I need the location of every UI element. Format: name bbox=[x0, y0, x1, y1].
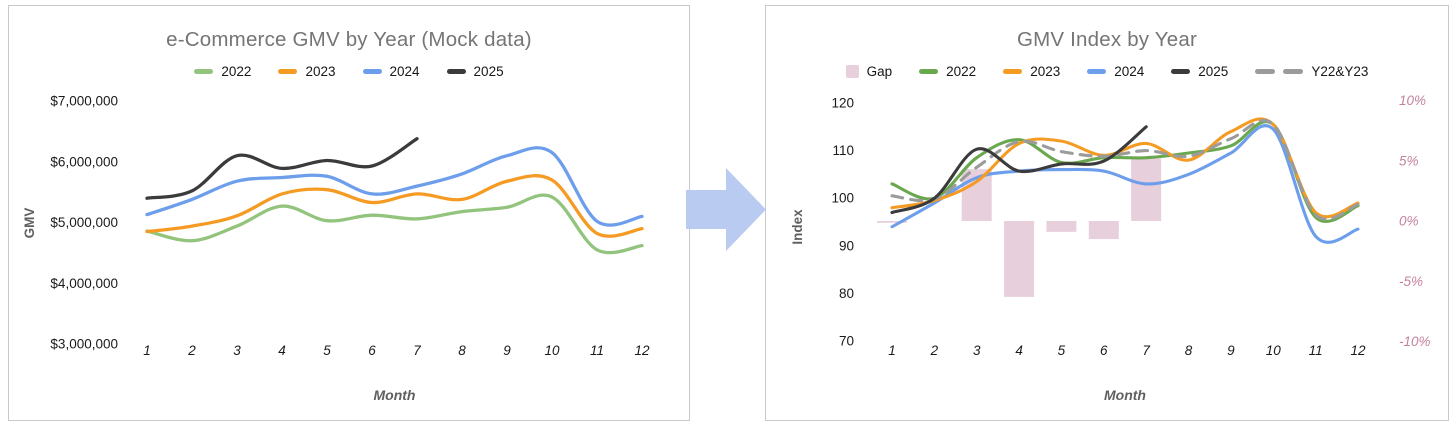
legend-item-2023: 2023 bbox=[278, 64, 336, 79]
x-axis-tick: 2 bbox=[930, 343, 939, 358]
legend-swatch-icon bbox=[1171, 69, 1191, 74]
legend-item-2023: 2023 bbox=[1003, 64, 1060, 79]
x-axis-tick: 12 bbox=[1350, 343, 1366, 358]
legend-label: Y22&Y23 bbox=[1311, 64, 1369, 79]
x-axis-tick: 3 bbox=[233, 343, 241, 358]
x-axis-tick: 12 bbox=[634, 343, 650, 358]
x-axis-tick: 11 bbox=[590, 343, 604, 358]
x-axis-title: Month bbox=[374, 387, 416, 403]
x-axis-title: Month bbox=[1104, 387, 1146, 403]
x-axis-tick: 5 bbox=[323, 343, 331, 358]
y2-axis-tick: 10% bbox=[1399, 93, 1426, 108]
y-axis-tick: 90 bbox=[839, 238, 854, 253]
x-axis-tick: 2 bbox=[187, 343, 196, 358]
series-line-2025 bbox=[145, 137, 419, 200]
series-line-y22-y23 bbox=[890, 118, 1360, 221]
legend-swatch-icon bbox=[278, 69, 298, 74]
y-axis-tick: $7,000,000 bbox=[50, 94, 118, 109]
x-axis-tick: 9 bbox=[503, 343, 511, 358]
index-chart-legend: Gap 2022 2023 2024 2025 Y22&Y23 bbox=[766, 64, 1448, 79]
y-axis-tick: 80 bbox=[839, 286, 854, 301]
legend-swatch-icon bbox=[1255, 69, 1304, 74]
legend-swatch-icon bbox=[845, 65, 859, 78]
x-axis-tick: 3 bbox=[973, 343, 981, 358]
series-line-2024 bbox=[145, 146, 644, 227]
x-axis-tick: 1 bbox=[888, 343, 896, 358]
x-axis-tick: 8 bbox=[1185, 343, 1193, 358]
x-axis-tick: 8 bbox=[458, 343, 466, 358]
y2-axis-tick: 0% bbox=[1399, 214, 1419, 229]
x-axis-tick: 9 bbox=[1227, 343, 1235, 358]
x-axis-tick: 5 bbox=[1058, 343, 1066, 358]
legend-swatch-icon bbox=[362, 69, 382, 74]
x-axis-tick: 11 bbox=[1309, 343, 1323, 358]
y-axis-title: GMV bbox=[22, 208, 37, 239]
legend-item-2022: 2022 bbox=[919, 64, 976, 79]
x-axis-tick: 4 bbox=[1015, 343, 1023, 358]
legend-label: 2022 bbox=[946, 64, 977, 79]
y-axis-tick: $6,000,000 bbox=[50, 154, 118, 169]
y2-axis-tick: 5% bbox=[1399, 153, 1419, 168]
legend-label: 2025 bbox=[473, 64, 504, 79]
y2-axis-tick: -5% bbox=[1399, 274, 1423, 289]
series-line-2022 bbox=[145, 193, 644, 255]
gap-bar bbox=[1004, 221, 1035, 297]
legend-item-y22-y23: Y22&Y23 bbox=[1255, 64, 1368, 79]
series-line-2025 bbox=[890, 125, 1148, 215]
legend-item-2022: 2022 bbox=[194, 64, 251, 79]
legend-item-2024: 2024 bbox=[1087, 64, 1144, 79]
y-axis-tick: $3,000,000 bbox=[50, 337, 118, 352]
index-chart-title: GMV Index by Year bbox=[1016, 28, 1198, 51]
gap-bar bbox=[1088, 221, 1119, 240]
gap-bar bbox=[1131, 158, 1162, 221]
legend-label: 2025 bbox=[1198, 64, 1229, 79]
legend-swatch-icon bbox=[194, 69, 214, 74]
x-axis-tick: 4 bbox=[278, 343, 286, 358]
legend-item-2024: 2024 bbox=[362, 64, 420, 79]
y-axis-tick: 100 bbox=[831, 191, 854, 206]
legend-swatch-icon bbox=[919, 69, 939, 74]
x-axis-tick: 6 bbox=[368, 343, 376, 358]
legend-label: Gap bbox=[866, 64, 893, 79]
y-axis-tick: 120 bbox=[831, 96, 854, 111]
gap-bar bbox=[1046, 221, 1077, 232]
gap-bar bbox=[877, 221, 907, 223]
legend-label: 2023 bbox=[305, 64, 336, 79]
gmv-chart-title: e-Commerce GMV by Year (Mock data) bbox=[166, 28, 532, 51]
y-axis-title: Index bbox=[790, 209, 805, 245]
series-line-2024 bbox=[890, 124, 1360, 244]
legend-item-2025: 2025 bbox=[446, 64, 504, 79]
x-axis-tick: 7 bbox=[1142, 343, 1150, 358]
x-axis-tick: 10 bbox=[1266, 343, 1282, 358]
legend-swatch-icon bbox=[1003, 69, 1023, 74]
chart-card-gmv: $3,000,000 $4,000,000 $5,000,000 $6,000,000… bbox=[8, 5, 690, 421]
y-axis-tick: 70 bbox=[839, 334, 854, 349]
series-line-2023 bbox=[145, 174, 644, 238]
x-axis-tick: 1 bbox=[143, 343, 151, 358]
chart-card-index: 70 80 90 100 110 120 -10% -5% 0% 5% 10% 1 2 3 4 5 6 7 8 9 10… bbox=[765, 5, 1449, 421]
legend-swatch-icon bbox=[446, 69, 466, 74]
y-axis-tick: $5,000,000 bbox=[50, 215, 118, 230]
y-axis-tick: $4,000,000 bbox=[50, 276, 118, 291]
gmv-chart-plot: $3,000,000 $4,000,000 $5,000,000 $6,000,000… bbox=[22, 94, 650, 404]
legend-label: 2024 bbox=[389, 64, 420, 79]
x-axis-tick: 6 bbox=[1100, 343, 1108, 358]
legend-label: 2024 bbox=[1114, 64, 1145, 79]
legend-label: 2022 bbox=[221, 64, 252, 79]
x-axis-tick: 7 bbox=[413, 343, 421, 358]
legend-label: 2023 bbox=[1030, 64, 1061, 79]
flow-arrow-icon bbox=[686, 168, 766, 251]
x-axis-tick: 10 bbox=[544, 343, 560, 358]
legend-item-gap: Gap bbox=[845, 64, 893, 79]
legend-item-2025: 2025 bbox=[1171, 64, 1228, 79]
legend-swatch-icon bbox=[1087, 69, 1107, 74]
y2-axis-tick: -10% bbox=[1399, 334, 1431, 349]
gmv-chart-legend: 2022 2023 2024 2025 bbox=[9, 64, 689, 79]
y-axis-tick: 110 bbox=[832, 143, 854, 158]
